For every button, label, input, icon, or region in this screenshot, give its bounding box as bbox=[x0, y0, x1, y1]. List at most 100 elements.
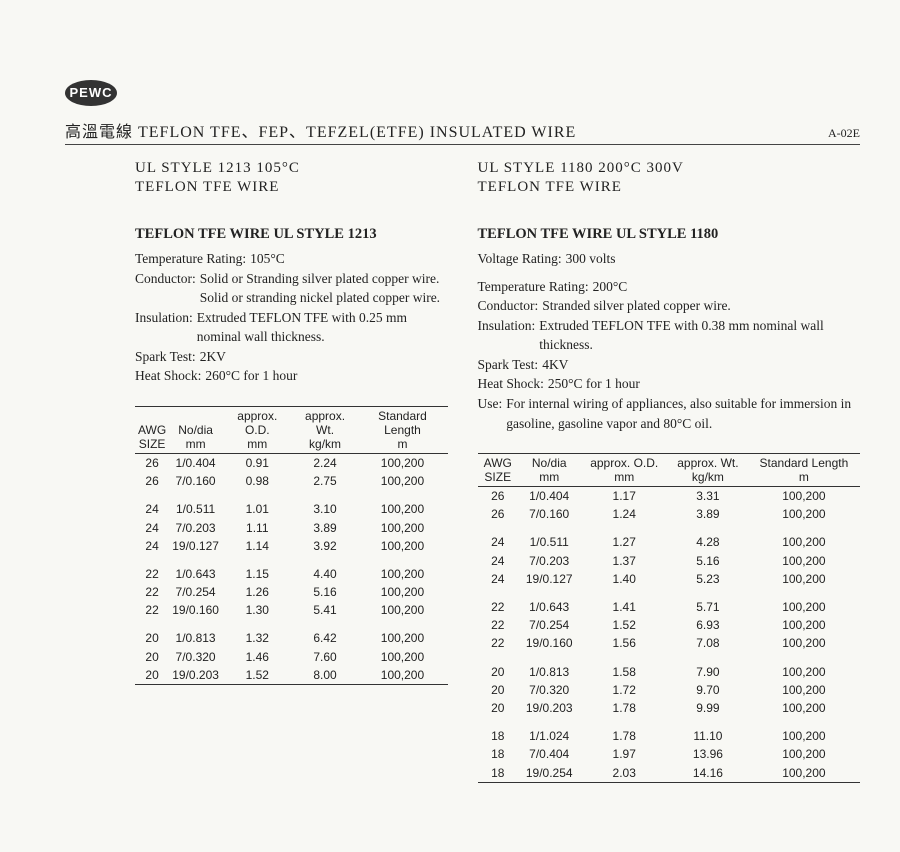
table-cell: 9.99 bbox=[668, 699, 748, 717]
table-row: 1819/0.2542.0314.16100,200 bbox=[478, 764, 861, 783]
spec-label: Use: bbox=[478, 394, 503, 433]
table-cell: 100,200 bbox=[748, 598, 860, 616]
table-header: Standard Lengthm bbox=[357, 406, 447, 453]
spec-line: Use: For internal wiring of appliances, … bbox=[478, 394, 861, 433]
table-cell: 24 bbox=[478, 552, 519, 570]
table-cell: 19/0.160 bbox=[518, 634, 580, 652]
table-row: 227/0.2541.265.16100,200 bbox=[135, 583, 448, 601]
table-row: 2219/0.1601.567.08100,200 bbox=[478, 634, 861, 652]
table-row: 207/0.3201.729.70100,200 bbox=[478, 681, 861, 699]
table-cell: 7/0.203 bbox=[169, 519, 222, 537]
table-cell: 100,200 bbox=[357, 472, 447, 490]
table-row: 267/0.1600.982.75100,200 bbox=[135, 472, 448, 490]
table-cell: 24 bbox=[135, 500, 169, 518]
table-cell: 100,200 bbox=[748, 505, 860, 523]
spec-label: Temperature Rating: bbox=[478, 277, 589, 297]
table-cell: 4.28 bbox=[668, 533, 748, 551]
table-row: 2419/0.1271.405.23100,200 bbox=[478, 570, 861, 588]
table-cell: 19/0.254 bbox=[518, 764, 580, 783]
table-cell: 2.75 bbox=[293, 472, 358, 490]
table-cell: 100,200 bbox=[748, 681, 860, 699]
table-cell: 1.14 bbox=[222, 537, 293, 555]
spec-line: Temperature Rating: 200°C bbox=[478, 277, 861, 297]
table-row: 2019/0.2031.789.99100,200 bbox=[478, 699, 861, 717]
table-cell: 22 bbox=[135, 583, 169, 601]
left-column: UL STYLE 1213 105°C TEFLON TFE WIRE TEFL… bbox=[65, 160, 448, 783]
table-cell: 1.40 bbox=[580, 570, 668, 588]
table-row: 2419/0.1271.143.92100,200 bbox=[135, 537, 448, 555]
table-cell: 100,200 bbox=[748, 552, 860, 570]
spec-value: 260°C for 1 hour bbox=[201, 366, 297, 386]
table-row: 261/0.4040.912.24100,200 bbox=[135, 453, 448, 472]
table-cell: 14.16 bbox=[668, 764, 748, 783]
table-cell: 22 bbox=[135, 601, 169, 619]
table-cell: 1/0.404 bbox=[169, 453, 222, 472]
table-row: 2019/0.2031.528.00100,200 bbox=[135, 666, 448, 685]
table-cell: 24 bbox=[478, 570, 519, 588]
right-specs: Voltage Rating: 300 volts Temperature Rat… bbox=[478, 249, 861, 433]
table-cell: 100,200 bbox=[748, 663, 860, 681]
page-header: 高溫電線 TEFLON TFE、FEP、TEFZEL(ETFE) INSULAT… bbox=[65, 118, 860, 145]
table-cell: 1.37 bbox=[580, 552, 668, 570]
table-cell: 6.42 bbox=[293, 629, 358, 647]
table-cell: 7/0.254 bbox=[169, 583, 222, 601]
table-cell: 26 bbox=[478, 505, 519, 523]
table-cell: 1.78 bbox=[580, 727, 668, 745]
spec-line: Insulation: Extruded TEFLON TFE with 0.2… bbox=[135, 308, 448, 347]
table-cell: 1.11 bbox=[222, 519, 293, 537]
table-cell: 18 bbox=[478, 727, 519, 745]
table-cell: 18 bbox=[478, 764, 519, 783]
table-cell: 7/0.203 bbox=[518, 552, 580, 570]
table-header: AWGSIZE bbox=[478, 454, 519, 487]
table-cell: 1.26 bbox=[222, 583, 293, 601]
table-cell: 1.58 bbox=[580, 663, 668, 681]
spec-label: Voltage Rating: bbox=[478, 249, 562, 269]
table-cell: 3.89 bbox=[668, 505, 748, 523]
table-row: 227/0.2541.526.93100,200 bbox=[478, 616, 861, 634]
table-cell: 22 bbox=[478, 634, 519, 652]
spec-value: Solid or Stranding silver plated copper … bbox=[196, 269, 448, 308]
table-cell: 1.97 bbox=[580, 745, 668, 763]
table-cell: 1.41 bbox=[580, 598, 668, 616]
right-heading-2: TEFLON TFE WIRE bbox=[478, 179, 861, 196]
table-cell: 1.30 bbox=[222, 601, 293, 619]
table-cell: 7/0.320 bbox=[518, 681, 580, 699]
table-cell: 26 bbox=[135, 453, 169, 472]
table-row: 187/0.4041.9713.96100,200 bbox=[478, 745, 861, 763]
spec-line: Voltage Rating: 300 volts bbox=[478, 249, 861, 269]
spec-value: 2KV bbox=[196, 347, 226, 367]
header-title: 高溫電線 TEFLON TFE、FEP、TEFZEL(ETFE) INSULAT… bbox=[65, 118, 576, 142]
table-row: 267/0.1601.243.89100,200 bbox=[478, 505, 861, 523]
table-cell: 8.00 bbox=[293, 666, 358, 685]
table-row: 247/0.2031.113.89100,200 bbox=[135, 519, 448, 537]
table-cell: 3.89 bbox=[293, 519, 358, 537]
table-cell: 7/0.320 bbox=[169, 648, 222, 666]
spec-label: Spark Test: bbox=[478, 355, 539, 375]
table-cell: 100,200 bbox=[357, 666, 447, 685]
right-heading-1: UL STYLE 1180 200°C 300V bbox=[478, 160, 861, 177]
table-cell: 1/0.404 bbox=[518, 487, 580, 506]
right-column: UL STYLE 1180 200°C 300V TEFLON TFE WIRE… bbox=[478, 160, 861, 783]
table-cell: 100,200 bbox=[357, 648, 447, 666]
spec-label: Heat Shock: bbox=[135, 366, 201, 386]
table-cell: 19/0.203 bbox=[169, 666, 222, 685]
table-cell: 100,200 bbox=[748, 487, 860, 506]
left-heading-2: TEFLON TFE WIRE bbox=[135, 179, 448, 196]
spec-label: Insulation: bbox=[135, 308, 193, 347]
table-cell: 100,200 bbox=[748, 634, 860, 652]
table-cell: 7/0.160 bbox=[169, 472, 222, 490]
table-cell: 5.23 bbox=[668, 570, 748, 588]
table-cell: 20 bbox=[135, 648, 169, 666]
table-cell: 1.72 bbox=[580, 681, 668, 699]
left-heading-1: UL STYLE 1213 105°C bbox=[135, 160, 448, 177]
spec-value: 300 volts bbox=[562, 249, 616, 269]
table-cell: 4.40 bbox=[293, 565, 358, 583]
table-row: 241/0.5111.013.10100,200 bbox=[135, 500, 448, 518]
table-cell: 9.70 bbox=[668, 681, 748, 699]
table-cell: 1.01 bbox=[222, 500, 293, 518]
table-cell: 3.92 bbox=[293, 537, 358, 555]
spec-label: Insulation: bbox=[478, 316, 536, 355]
table-cell: 1.17 bbox=[580, 487, 668, 506]
left-title: TEFLON TFE WIRE UL STYLE 1213 bbox=[135, 226, 448, 243]
spec-label: Heat Shock: bbox=[478, 374, 544, 394]
